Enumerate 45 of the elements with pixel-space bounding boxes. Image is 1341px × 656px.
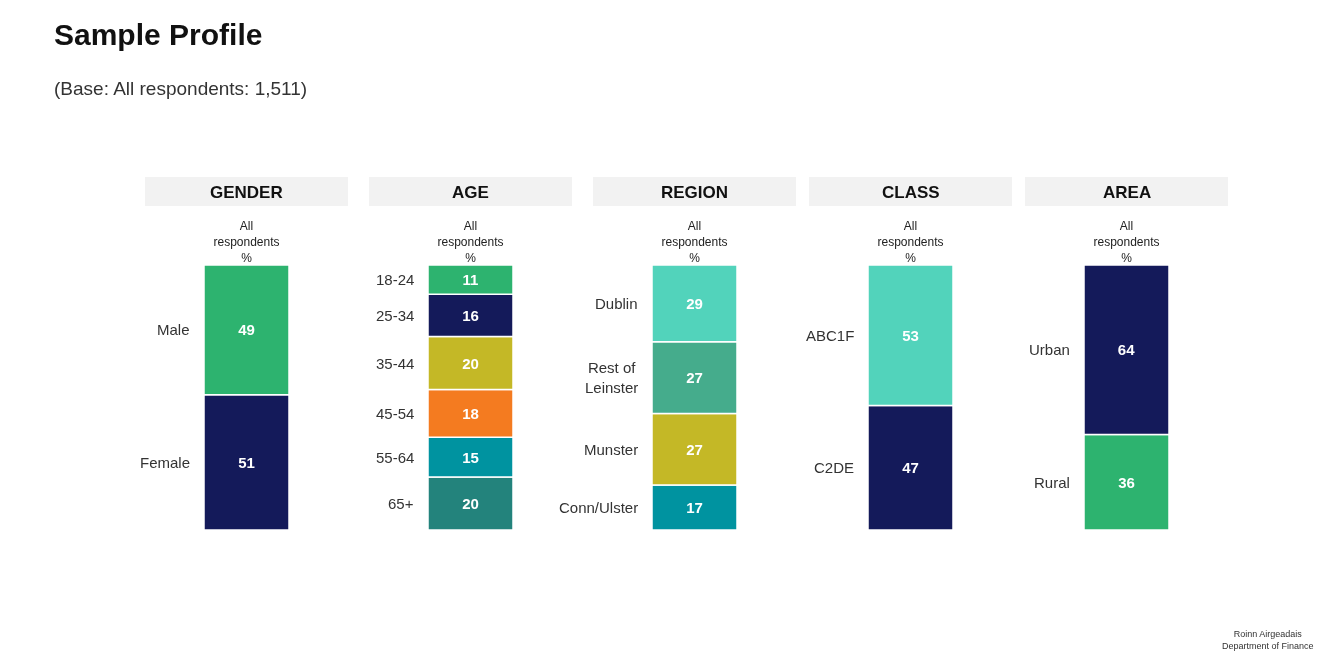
chart-title: AREA bbox=[1103, 183, 1152, 202]
chart-title: REGION bbox=[661, 183, 729, 202]
data-label: 15 bbox=[462, 448, 479, 466]
series-label: Dublin bbox=[595, 295, 638, 312]
data-label: 47 bbox=[902, 459, 919, 477]
data-label: 18 bbox=[462, 404, 479, 422]
data-label: 17 bbox=[686, 498, 703, 516]
series-label: Munster bbox=[584, 441, 639, 458]
data-label: 49 bbox=[238, 321, 255, 339]
chart-title: AGE bbox=[452, 183, 489, 202]
chart-title: CLASS bbox=[882, 183, 940, 202]
data-label: 20 bbox=[462, 354, 479, 372]
data-label: 64 bbox=[1117, 341, 1136, 359]
series-label: 35-44 bbox=[376, 355, 415, 372]
data-label: 51 bbox=[238, 453, 255, 471]
series-label: C2DE bbox=[814, 459, 855, 476]
series-label: 25-34 bbox=[376, 307, 415, 324]
text: Sample Profile bbox=[54, 18, 263, 51]
data-label: 29 bbox=[686, 294, 703, 312]
series-label: Conn/Ulster bbox=[559, 499, 639, 516]
series-label: 18-24 bbox=[376, 271, 415, 288]
series-label: Rural bbox=[1034, 474, 1070, 491]
data-label: 16 bbox=[462, 306, 479, 324]
data-label: 36 bbox=[1118, 473, 1135, 491]
x-tick-label: All respondents % bbox=[213, 219, 280, 265]
data-label: 27 bbox=[686, 369, 703, 387]
text: (Base: All respondents: 1,511) bbox=[54, 78, 308, 99]
series-label: Urban bbox=[1029, 341, 1070, 358]
series-label: Rest of Leinster bbox=[585, 359, 639, 396]
x-tick-label: All respondents % bbox=[877, 219, 944, 265]
series-label: 55-64 bbox=[376, 449, 415, 466]
data-label: 53 bbox=[902, 326, 919, 344]
series-label: Female bbox=[140, 454, 191, 471]
data-label: 27 bbox=[686, 440, 703, 458]
x-tick-label: All respondents % bbox=[437, 219, 504, 265]
data-label: 11 bbox=[462, 271, 479, 289]
x-tick-label: All respondents % bbox=[1093, 219, 1160, 265]
series-label: Male bbox=[157, 321, 190, 338]
x-tick-label: All respondents % bbox=[661, 219, 728, 265]
series-label: ABC1F bbox=[806, 327, 855, 344]
series-label: 65+ bbox=[388, 495, 414, 512]
text: Roinn Airgeadais Department of Finance bbox=[1222, 629, 1314, 651]
chart-title: GENDER bbox=[210, 183, 283, 202]
series-label: 45-54 bbox=[376, 405, 415, 422]
data-label: 20 bbox=[462, 495, 479, 512]
